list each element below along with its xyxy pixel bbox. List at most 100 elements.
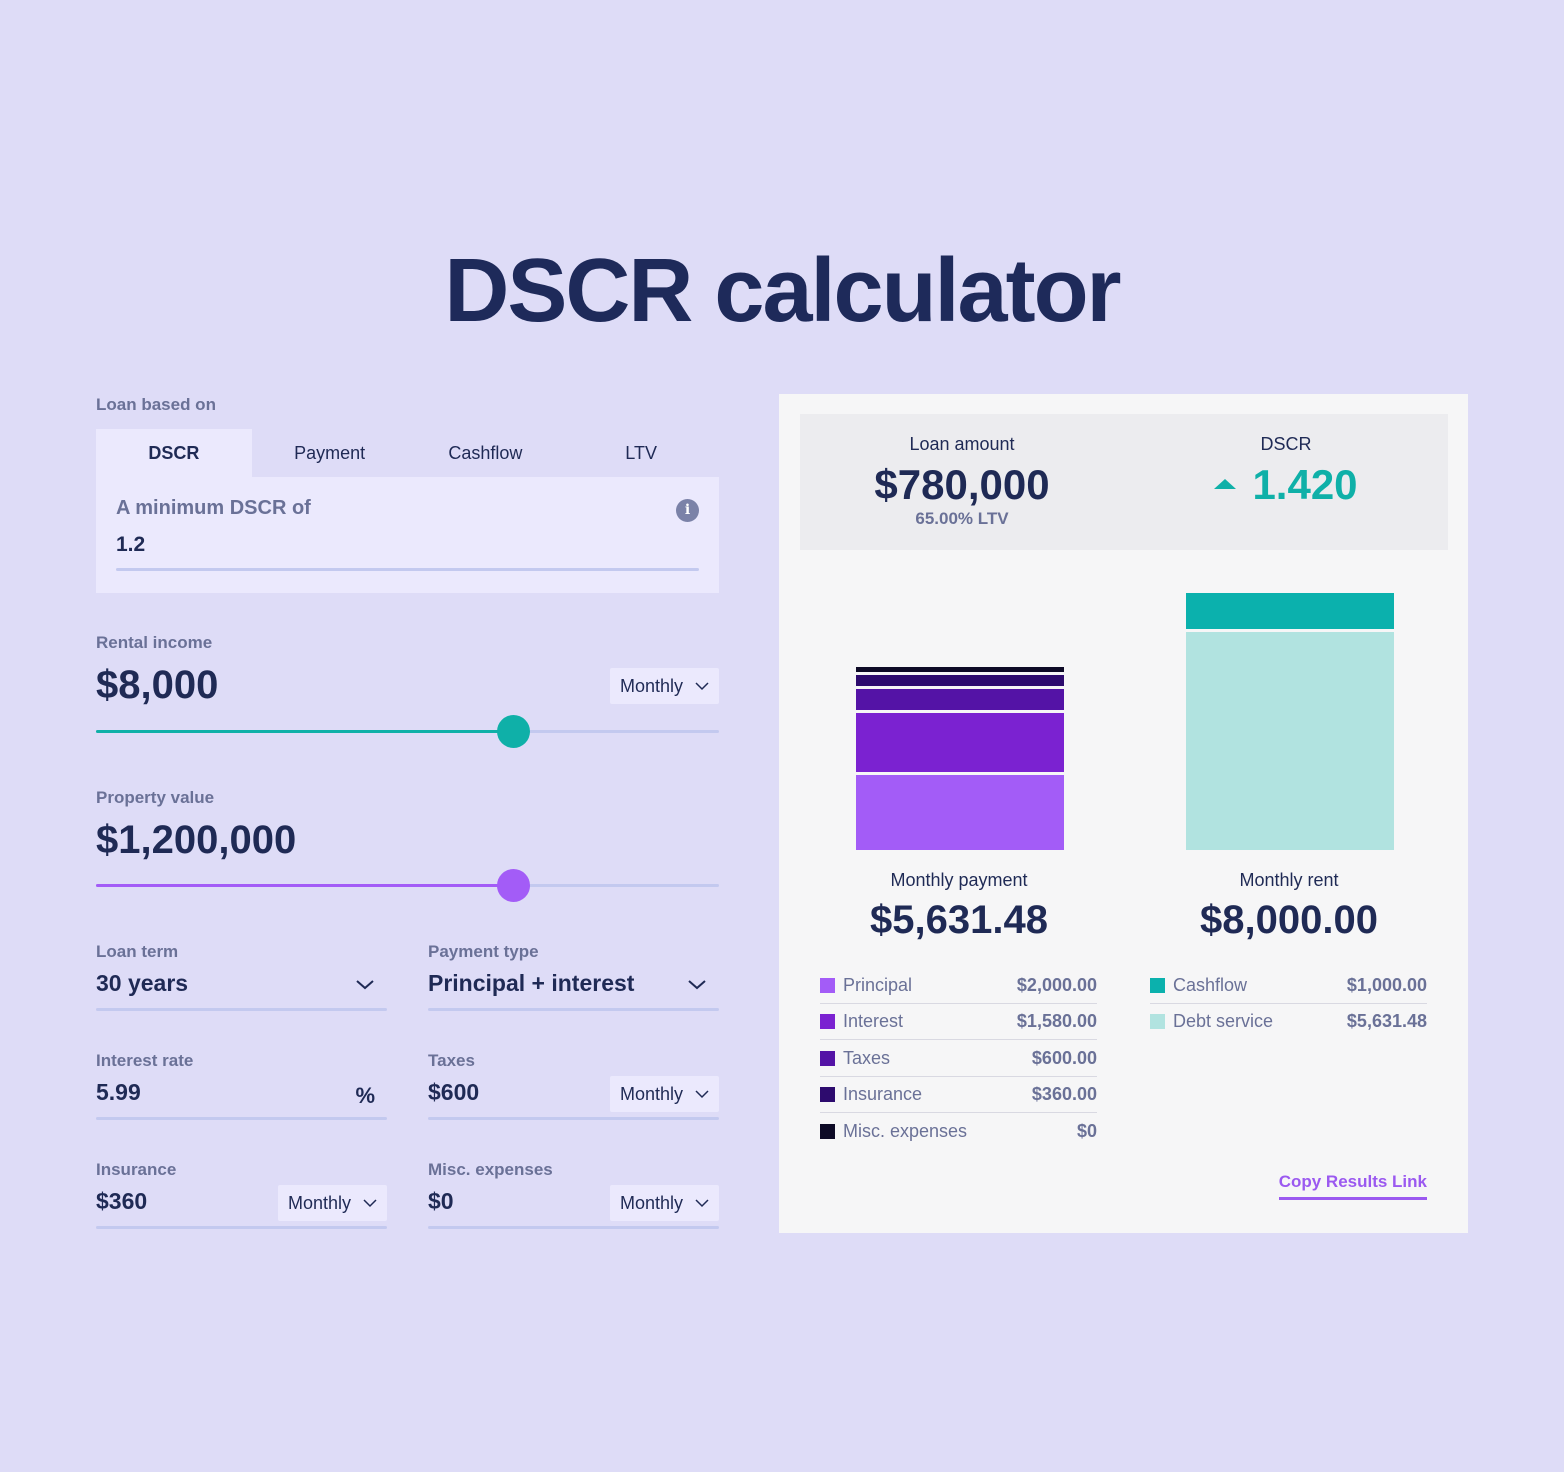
bar-segment-misc-expenses [856,667,1064,673]
min-dscr-input[interactable]: 1.2 [116,533,146,556]
legend-value: $0 [1076,1120,1097,1141]
tab-dscr[interactable]: DSCR [96,429,252,477]
legend-value: $1,000.00 [1346,974,1427,995]
results-panel: Loan amount $780,000 65.00% LTV DSCR 1.4… [779,394,1468,1233]
property-value-value[interactable]: $1,200,000 [96,818,297,862]
rental-income-label: Rental income [96,633,213,652]
payment-type-select[interactable]: Payment type Principal + interest [428,942,719,1012]
page-title: DSCR calculator [444,241,1121,341]
taxes-frequency-label: Monthly [619,1083,683,1104]
legend-label: Taxes [843,1047,891,1068]
legend-value: $1,580.00 [1016,1011,1097,1032]
insurance-frequency-select[interactable]: Monthly [277,1185,387,1221]
legend-label: Principal [843,974,913,995]
legend-value: $2,000.00 [1016,974,1097,995]
loan-term-value: 30 years [96,970,189,996]
loan-term-select[interactable]: Loan term 30 years [96,942,387,1012]
insurance-value[interactable]: $360 [96,1188,148,1214]
dscr-result-label: DSCR [1260,434,1312,454]
legend-item-taxes: Taxes $600.00 [820,1040,1097,1077]
min-dscr-underline [116,568,699,571]
legend-value: $360.00 [1031,1084,1097,1105]
legend-swatch [820,1123,835,1139]
rental-income-slider-handle[interactable] [497,715,530,748]
percent-unit: % [355,1083,375,1108]
chevron-down-icon [695,1199,709,1208]
monthly-rent-caption: Monthly rent [1239,870,1339,890]
monthly-payment-caption: Monthly payment [890,870,1028,890]
interest-rate-underline [96,1117,387,1120]
interest-rate-value[interactable]: 5.99 [96,1079,141,1105]
legend-item-misc-expenses: Misc. expenses $0 [820,1113,1097,1150]
bar-segment-taxes [856,689,1064,710]
bar-segment-debt-service [1186,632,1394,850]
property-value-slider-fill [96,884,513,887]
misc-expenses-frequency-select[interactable]: Monthly [609,1185,719,1221]
bar-segment-interest [856,712,1064,772]
misc-expenses-value[interactable]: $0 [428,1188,454,1214]
misc-expenses-field: Misc. expenses $0 Monthly [428,1160,719,1230]
insurance-underline [96,1226,387,1229]
property-value-slider[interactable] [96,869,719,902]
rental-income-slider[interactable] [96,715,719,748]
bar-segment-insurance [856,675,1064,687]
chevron-down-icon [688,980,706,990]
tab-cashflow[interactable]: Cashflow [448,442,523,463]
bar-segment-principal [856,774,1064,850]
legend-item-debt-service: Debt service $5,631.48 [1150,1004,1427,1041]
loan-term-label: Loan term [96,942,179,961]
insurance-field: Insurance $360 Monthly [96,1160,387,1230]
bar-segment-cashflow [1186,593,1394,630]
chevron-down-icon [695,1090,709,1099]
property-value-label: Property value [96,788,215,807]
rental-income-frequency-label: Monthly [619,675,683,696]
loan-amount-label: Loan amount [909,434,1015,454]
min-dscr-label: A minimum DSCR of [116,497,311,519]
taxes-underline [428,1117,719,1120]
taxes-value[interactable]: $600 [428,1079,480,1105]
taxes-field: Taxes $600 Monthly [428,1051,719,1121]
loan-term-underline [96,1008,387,1011]
trend-up-icon [1214,478,1237,489]
rental-income-frequency-select[interactable]: Monthly [609,668,719,704]
property-value-field: Property value $1,200,000 [96,788,719,863]
monthly-payment-total: $5,631.48 [870,898,1048,942]
loan-amount-value: $780,000 [874,461,1050,508]
ltv-value: 65.00% LTV [915,509,1009,528]
monthly-rent-total: $8,000.00 [1200,898,1378,942]
taxes-frequency-select[interactable]: Monthly [609,1076,719,1112]
legend-item-cashflow: Cashflow $1,000.00 [1150,967,1427,1004]
tab-payment[interactable]: Payment [294,442,366,463]
loan-based-on-label: Loan based on [96,395,216,414]
payment-type-underline [428,1008,719,1011]
legend-label: Misc. expenses [843,1120,968,1141]
legend-item-principal: Principal $2,000.00 [820,967,1097,1004]
misc-expenses-frequency-label: Monthly [619,1192,683,1213]
info-icon[interactable]: i [676,499,699,522]
payment-type-label: Payment type [428,942,539,961]
taxes-label: Taxes [428,1051,475,1070]
dscr-result-value: 1.420 [1252,461,1358,508]
misc-expenses-underline [428,1226,719,1229]
loan-basis-tabs: DSCR Payment Cashflow LTV [96,429,719,477]
tab-ltv[interactable]: LTV [625,442,657,463]
interest-rate-label: Interest rate [96,1051,194,1070]
legend-value: $600.00 [1031,1047,1097,1068]
monthly-payment-bar [856,590,1064,850]
legend-label: Interest [843,1011,904,1032]
property-value-slider-handle[interactable] [497,869,530,902]
interest-rate-field[interactable]: Interest rate 5.99 % [96,1051,387,1121]
copy-results-link[interactable]: Copy Results Link [1278,1172,1427,1200]
legend-swatch [1150,1014,1165,1030]
loan-amount-summary: Loan amount $780,000 65.00% LTV [800,414,1124,529]
insurance-label: Insurance [96,1160,177,1179]
chevron-down-icon [363,1199,377,1208]
monthly-rent-bar [1186,590,1394,850]
chevron-down-icon [356,980,374,990]
rental-income-value[interactable]: $8,000 [96,663,219,707]
insurance-frequency-label: Monthly [287,1192,351,1213]
legend-swatch [820,1087,835,1103]
monthly-rent-legend: Cashflow $1,000.00 Debt service $5,631.48 [1150,967,1427,1040]
legend-value: $5,631.48 [1346,1011,1427,1032]
legend-item-interest: Interest $1,580.00 [820,1004,1097,1041]
